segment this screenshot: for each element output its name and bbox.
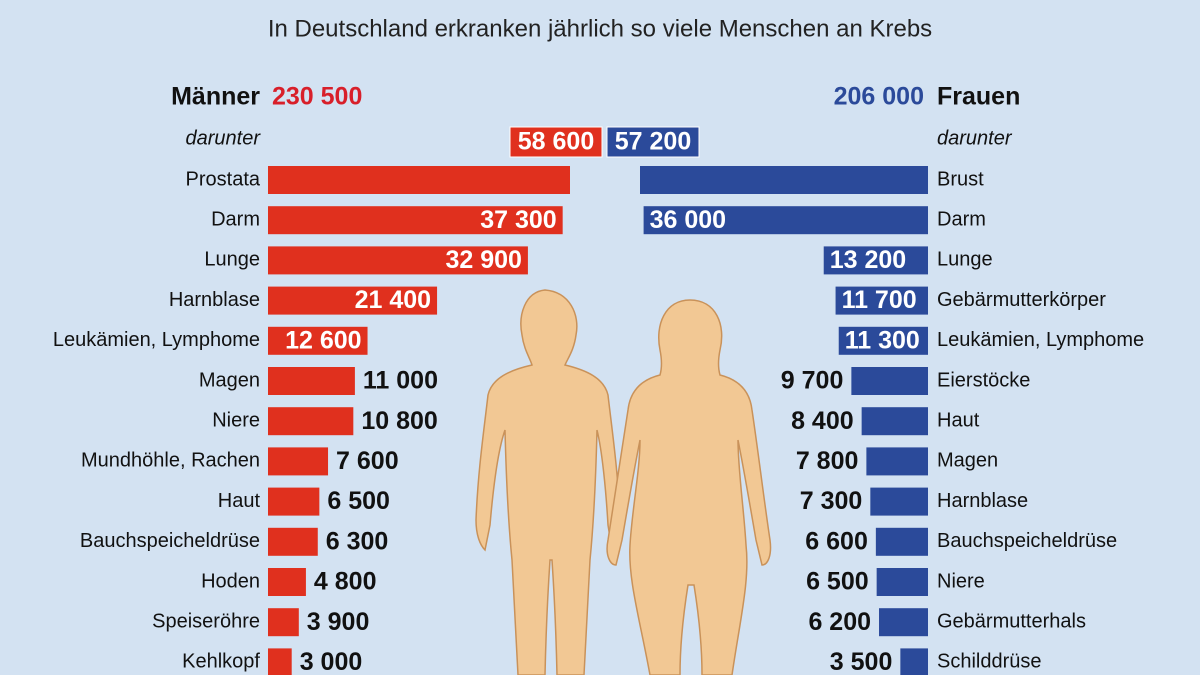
value-label: 6 500 [806,568,869,596]
bar [268,608,299,637]
series-note: darunter [937,127,1013,149]
value-label: 11 700 [842,286,917,314]
category-label: Lunge [937,249,993,271]
bar [268,487,320,516]
value-label: 10 800 [361,407,437,435]
category-label: Harnblase [169,289,260,311]
category-label: Bauchspeicheldrüse [80,530,260,552]
category-label: Darm [937,208,986,230]
category-label: Niere [212,409,260,431]
silhouettes [475,289,772,675]
bar [268,286,438,315]
category-label: Brust [937,168,984,190]
label-box [606,126,700,158]
category-label: Magen [199,369,260,391]
value-label: 7 800 [796,447,859,475]
category-label: Magen [937,450,998,472]
bar [268,326,368,355]
subtitle: In Deutschland erkranken jährlich so vie… [268,15,932,42]
category-label: Darm [211,208,260,230]
bar [876,568,928,596]
bar [268,206,563,235]
value-label: 32 900 [445,246,521,274]
value-label: 8 400 [791,407,854,435]
bar [875,527,928,556]
bar [268,407,354,436]
value-label: 6 600 [805,527,868,555]
category-label: Prostata [186,168,261,190]
bar [838,326,928,355]
bar [879,608,928,637]
series-total: 230 500 [272,83,362,111]
value-label: 57 200 [615,128,691,156]
value-label: 58 600 [518,128,594,156]
bar [268,367,355,395]
value-label: 7 600 [336,447,399,475]
category-label: Gebärmutterkörper [937,289,1106,311]
bar [640,166,928,194]
series-name: Männer [171,83,260,111]
value-label: 3 500 [830,648,893,675]
value-label: 37 300 [480,206,556,234]
category-label: Hoden [201,570,260,592]
bar [268,648,292,675]
bar [851,367,928,395]
series-name: Frauen [937,83,1020,111]
value-label: 7 300 [800,487,863,515]
category-label: Schilddrüse [937,651,1042,673]
category-label: Haut [218,490,261,512]
value-label: 9 700 [781,367,844,395]
bar [268,166,570,194]
value-label: 3 000 [300,648,363,675]
label-box [509,126,603,158]
value-label: 11 000 [363,367,438,395]
bar [268,246,528,275]
category-label: Mundhöhle, Rachen [81,450,260,472]
category-label: Harnblase [937,490,1028,512]
bar [268,447,329,476]
value-label: 3 900 [307,608,370,636]
category-label: Haut [937,409,980,431]
category-label: Leukämien, Lymphome [937,329,1144,351]
bar [268,527,318,556]
value-label: 6 300 [326,527,389,555]
bar [870,487,928,516]
bar [900,648,928,675]
category-label: Gebärmutterhals [937,610,1086,632]
category-label: Eierstöcke [937,369,1030,391]
value-label: 6 200 [808,608,871,636]
value-label: 6 500 [327,487,390,515]
category-label: Lunge [204,249,260,271]
category-label: Leukämien, Lymphome [53,329,260,351]
value-label: 13 200 [830,246,906,274]
bar [861,407,928,436]
series-total: 206 000 [834,83,924,111]
bar [268,568,306,596]
category-label: Speiseröhre [152,610,260,632]
bar [835,286,928,315]
category-label: Bauchspeicheldrüse [937,530,1117,552]
category-label: Niere [937,570,985,592]
value-label: 36 000 [650,206,726,234]
bar [866,447,928,476]
value-label: 11 300 [845,326,920,354]
value-label: 21 400 [355,286,431,314]
series-note: darunter [186,127,262,149]
value-label: 4 800 [314,568,377,596]
value-label: 12 600 [285,326,361,354]
bar [823,246,928,275]
category-label: Kehlkopf [182,651,260,673]
bar [643,206,928,235]
